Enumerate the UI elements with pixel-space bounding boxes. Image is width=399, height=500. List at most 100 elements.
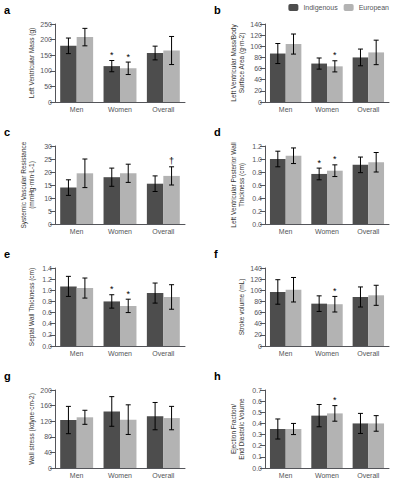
- svg-text:*: *: [126, 289, 130, 299]
- svg-text:Men: Men: [279, 106, 293, 113]
- svg-text:0.0: 0.0: [252, 465, 262, 472]
- svg-text:0: 0: [258, 343, 262, 350]
- svg-text:Overall: Overall: [152, 228, 175, 235]
- svg-text:0.2: 0.2: [252, 208, 262, 215]
- svg-text:0.5: 0.5: [252, 409, 262, 416]
- svg-text:Systemic Vascular Resistance: Systemic Vascular Resistance: [20, 141, 28, 228]
- svg-text:0.0: 0.0: [252, 221, 262, 228]
- svg-text:0.7: 0.7: [252, 387, 262, 394]
- svg-text:Indigenous: Indigenous: [303, 4, 338, 12]
- svg-text:Overall: Overall: [152, 472, 175, 479]
- svg-text:c: c: [4, 126, 10, 138]
- svg-text:0.0: 0.0: [42, 343, 52, 350]
- svg-text:40: 40: [254, 76, 262, 83]
- svg-text:80: 80: [254, 298, 262, 305]
- svg-text:*: *: [110, 50, 114, 60]
- svg-text:60: 60: [254, 65, 262, 72]
- svg-text:Ejection Fraction/: Ejection Fraction/: [230, 404, 238, 454]
- svg-text:Men: Men: [279, 472, 293, 479]
- svg-text:*: *: [333, 154, 337, 164]
- svg-text:50: 50: [44, 83, 52, 90]
- svg-text:†: †: [169, 156, 174, 166]
- svg-text:*: *: [333, 395, 337, 405]
- svg-text:1.0: 1.0: [42, 287, 52, 294]
- svg-text:Women: Women: [315, 350, 339, 357]
- svg-text:20: 20: [254, 87, 262, 94]
- svg-text:Women: Women: [108, 472, 132, 479]
- svg-text:Men: Men: [70, 350, 84, 357]
- svg-text:Left Ventricular Mass/Body: Left Ventricular Mass/Body: [230, 24, 238, 102]
- svg-text:0: 0: [48, 99, 52, 106]
- svg-text:40: 40: [254, 320, 262, 327]
- svg-text:h: h: [214, 370, 221, 382]
- svg-text:150: 150: [40, 52, 52, 59]
- svg-text:250: 250: [40, 21, 52, 28]
- svg-text:0.4: 0.4: [252, 420, 262, 427]
- svg-text:0.1: 0.1: [252, 453, 262, 460]
- svg-text:*: *: [110, 284, 114, 294]
- svg-text:80: 80: [254, 54, 262, 61]
- svg-text:*: *: [126, 52, 130, 62]
- svg-text:100: 100: [40, 67, 52, 74]
- svg-text:0: 0: [258, 99, 262, 106]
- svg-text:European: European: [359, 4, 389, 12]
- svg-text:0.6: 0.6: [252, 398, 262, 405]
- svg-text:b: b: [214, 4, 221, 16]
- svg-text:60: 60: [254, 309, 262, 316]
- svg-text:Overall: Overall: [152, 350, 175, 357]
- svg-text:Septal Wall Thickness (cm): Septal Wall Thickness (cm): [28, 268, 36, 346]
- svg-text:Men: Men: [70, 228, 84, 235]
- svg-text:0.3: 0.3: [252, 431, 262, 438]
- svg-text:140: 140: [250, 265, 262, 272]
- svg-text:1.4: 1.4: [42, 265, 52, 272]
- svg-text:*: *: [333, 50, 337, 60]
- svg-text:100: 100: [250, 287, 262, 294]
- svg-text:120: 120: [250, 276, 262, 283]
- svg-text:5: 5: [48, 208, 52, 215]
- svg-text:Women: Women: [108, 350, 132, 357]
- svg-text:Men: Men: [279, 350, 293, 357]
- svg-text:Overall: Overall: [357, 106, 380, 113]
- svg-text:1.2: 1.2: [252, 143, 262, 150]
- svg-text:g: g: [4, 370, 11, 382]
- svg-text:Overall: Overall: [357, 350, 380, 357]
- svg-text:Women: Women: [108, 228, 132, 235]
- svg-text:Overall: Overall: [357, 228, 380, 235]
- svg-text:Men: Men: [279, 228, 293, 235]
- svg-text:0.4: 0.4: [42, 320, 52, 327]
- svg-text:160: 160: [40, 402, 52, 409]
- svg-text:f: f: [214, 248, 218, 260]
- svg-text:0: 0: [48, 465, 52, 472]
- svg-text:0.4: 0.4: [252, 195, 262, 202]
- svg-text:120: 120: [250, 32, 262, 39]
- svg-text:25: 25: [44, 156, 52, 163]
- svg-text:20: 20: [44, 169, 52, 176]
- svg-text:Women: Women: [315, 472, 339, 479]
- svg-text:Women: Women: [108, 106, 132, 113]
- svg-text:(mmHg·min·L-1): (mmHg·min·L-1): [28, 161, 36, 209]
- svg-text:0.2: 0.2: [252, 442, 262, 449]
- svg-text:1.0: 1.0: [252, 156, 262, 163]
- svg-text:40: 40: [44, 449, 52, 456]
- svg-text:Left Ventricular Posterior Wal: Left Ventricular Posterior Wall: [230, 142, 237, 228]
- svg-text:Women: Women: [315, 228, 339, 235]
- svg-text:100: 100: [250, 43, 262, 50]
- svg-text:*: *: [317, 158, 321, 168]
- svg-text:15: 15: [44, 182, 52, 189]
- svg-text:End Diastolic Volume: End Diastolic Volume: [238, 398, 245, 460]
- svg-text:Overall: Overall: [152, 106, 175, 113]
- svg-text:1.2: 1.2: [42, 276, 52, 283]
- svg-text:200: 200: [40, 36, 52, 43]
- svg-text:0.6: 0.6: [252, 182, 262, 189]
- svg-text:Wall stress (kdyne·cm-2): Wall stress (kdyne·cm-2): [28, 393, 36, 465]
- svg-text:Stroke volume (mL): Stroke volume (mL): [238, 279, 246, 336]
- svg-text:a: a: [4, 4, 11, 16]
- svg-text:120: 120: [40, 418, 52, 425]
- svg-text:Men: Men: [70, 106, 84, 113]
- svg-text:0: 0: [48, 221, 52, 228]
- svg-text:Left Ventricular Mass (g): Left Ventricular Mass (g): [28, 28, 36, 98]
- svg-text:80: 80: [44, 433, 52, 440]
- svg-text:20: 20: [254, 331, 262, 338]
- svg-text:Women: Women: [315, 106, 339, 113]
- svg-text:30: 30: [44, 143, 52, 150]
